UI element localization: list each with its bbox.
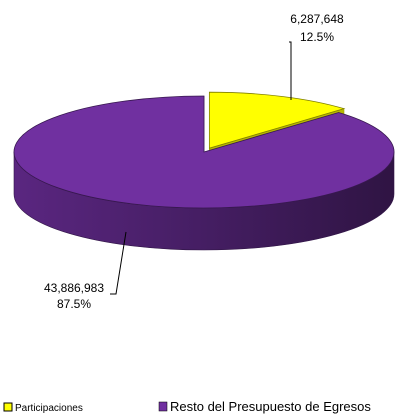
legend-label-resto: Resto del Presupuesto de Egresos xyxy=(170,399,371,414)
legend-swatch-participaciones xyxy=(3,402,13,412)
leader-line-participaciones xyxy=(289,41,292,100)
data-label-percent-participaciones: 12.5% xyxy=(300,30,334,44)
pie-area xyxy=(13,91,395,251)
legend: Participaciones Resto del Presupuesto de… xyxy=(3,399,371,414)
legend-label-participaciones: Participaciones xyxy=(15,403,83,414)
legend-swatch-resto xyxy=(158,401,168,412)
leader-line-resto xyxy=(110,231,127,295)
data-label-percent-resto: 87.5% xyxy=(57,297,91,311)
data-label-value-participaciones: 6,287,648 xyxy=(290,12,344,26)
slice-participaciones xyxy=(208,91,346,149)
slice-resto-del-presupuesto-de-egresos xyxy=(13,95,395,209)
data-label-value-resto: 43,886,983 xyxy=(44,281,104,295)
pie-tops xyxy=(13,91,395,209)
